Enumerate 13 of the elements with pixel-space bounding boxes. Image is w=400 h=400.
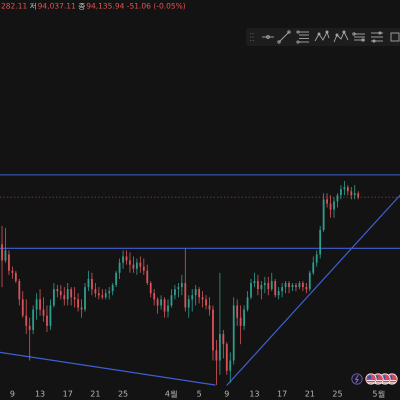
x-tick-label: 13 (34, 390, 46, 398)
x-tick-label: 13 (249, 390, 260, 398)
x-tick-label: 5 (196, 390, 202, 398)
x-tick-label: 17 (62, 390, 73, 398)
x-tick-label: 5월 (372, 390, 386, 398)
x-tick-label: 21 (90, 390, 100, 398)
x-tick-label: 25 (332, 390, 343, 398)
x-tick-label: 9 (10, 390, 15, 398)
x-tick-label: 25 (118, 390, 128, 398)
x-tick-label: 4월 (164, 390, 178, 398)
x-tick-label: 17 (277, 390, 288, 398)
x-tick-label: 9 (224, 390, 230, 398)
x-tick-label: 21 (304, 390, 315, 398)
